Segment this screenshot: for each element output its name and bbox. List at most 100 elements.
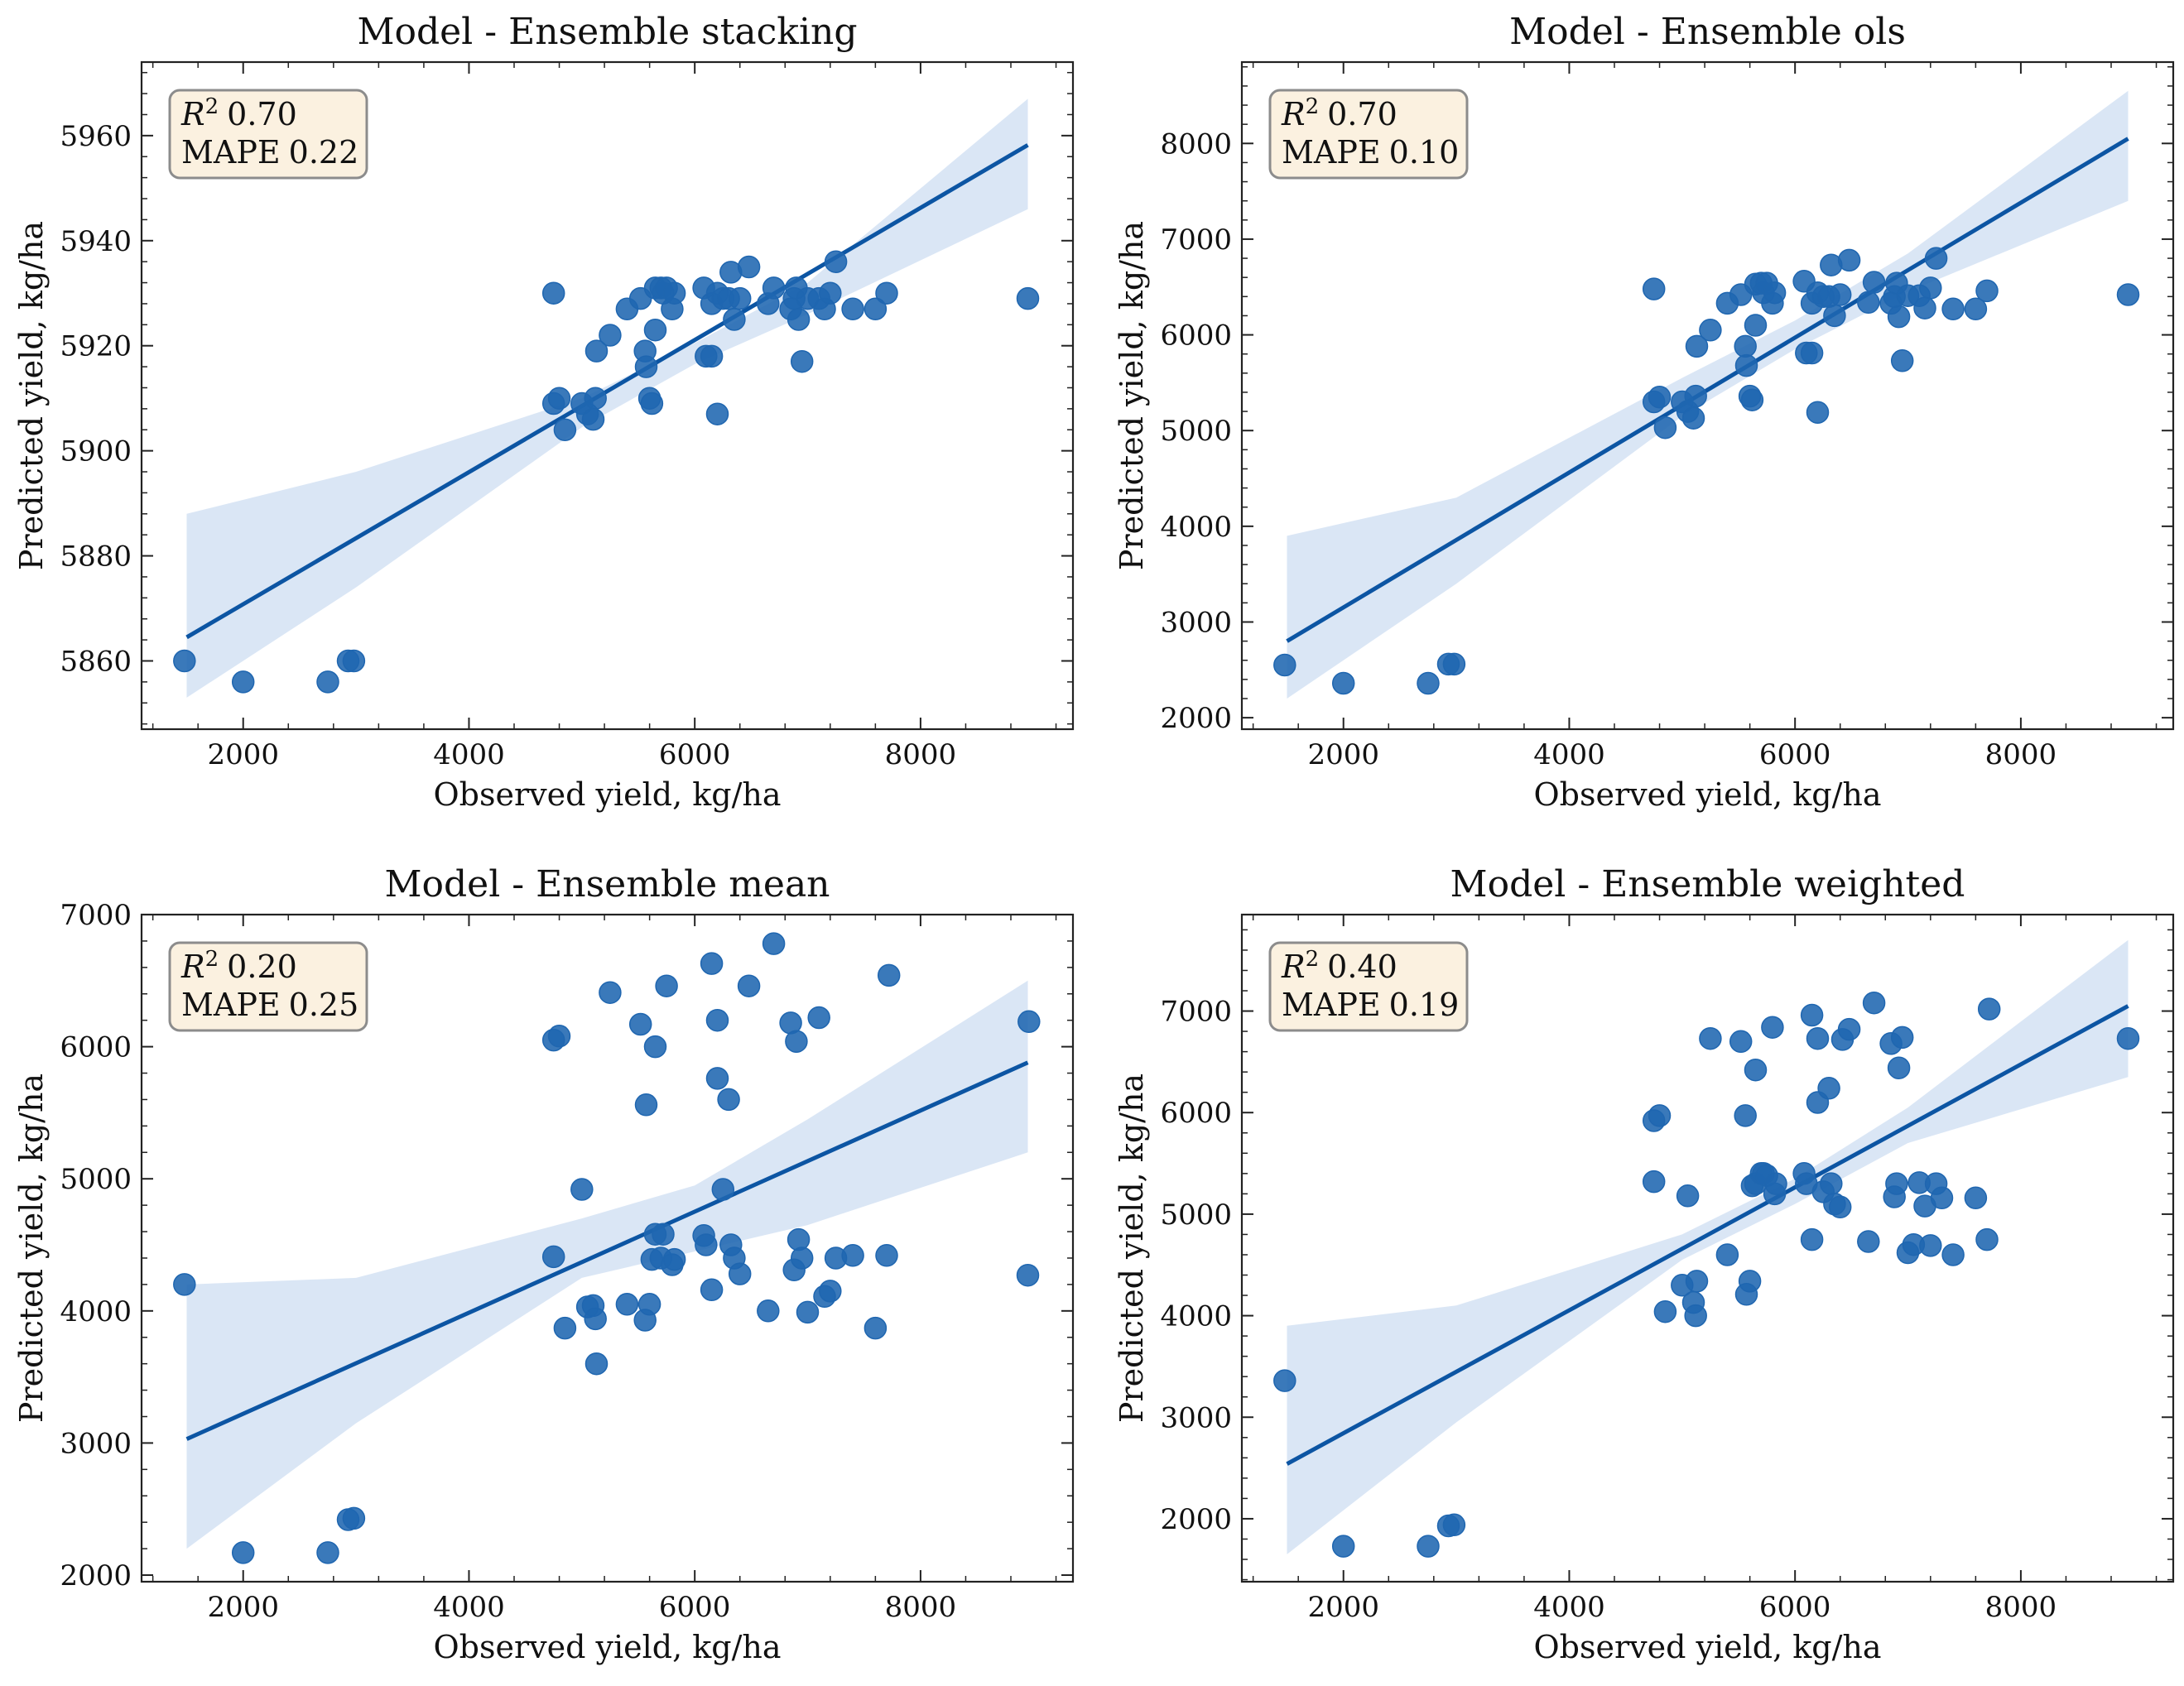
data-point (790, 1246, 814, 1270)
y-axis-label: Predicted yield, kg/ha (1114, 221, 1150, 570)
data-point (1273, 653, 1296, 677)
data-point (547, 1025, 571, 1048)
y-tick-label: 6000 (1160, 319, 1232, 353)
data-point (1919, 276, 1942, 300)
data-point (584, 1307, 607, 1331)
data-point (1828, 283, 1852, 306)
confidence-band (186, 980, 1028, 1549)
mape-value: 0.19 (1389, 987, 1460, 1023)
y-tick-label: 3000 (1160, 606, 1232, 639)
data-point (1919, 1234, 1942, 1257)
data-point (1744, 1058, 1768, 1082)
x-axis-label: Observed yield, kg/ha (433, 1629, 781, 1665)
data-point (1817, 1077, 1840, 1100)
x-tick-label: 6000 (659, 1591, 731, 1624)
data-point (640, 391, 664, 415)
data-point (1837, 1017, 1861, 1041)
y-tick-label: 6000 (60, 1031, 132, 1064)
y-tick-label: 5000 (60, 1163, 132, 1196)
mape-stat: MAPE 0.25 (181, 987, 358, 1023)
data-point (1016, 1263, 1040, 1287)
data-point (316, 1541, 339, 1564)
data-point (662, 281, 686, 305)
data-point (700, 1278, 724, 1302)
data-point (643, 1035, 667, 1059)
mape-label: MAPE (181, 987, 281, 1023)
regression-line (1286, 1004, 2129, 1466)
y-tick-label: 4000 (1160, 511, 1232, 544)
data-point (762, 932, 786, 955)
data-point (553, 1316, 577, 1340)
data-point (1642, 1170, 1666, 1194)
data-point (1685, 334, 1709, 358)
data-point (1442, 652, 1466, 676)
y-tick-label: 4000 (60, 1295, 132, 1328)
r2-stat: R2 0.70 (1281, 94, 1397, 132)
data-point (717, 1088, 740, 1112)
x-tick-label: 6000 (1759, 738, 1831, 771)
x-tick-label: 6000 (1759, 1591, 1831, 1624)
regression-line (1286, 137, 2129, 643)
data-point (1885, 1172, 1908, 1195)
data-point (1738, 1270, 1762, 1293)
data-point (655, 974, 678, 997)
data-point (1862, 271, 1886, 294)
r2-stat: R2 0.20 (180, 947, 297, 985)
data-point (787, 1227, 811, 1251)
data-point (662, 1247, 686, 1271)
data-point (1331, 1535, 1355, 1558)
data-point (1417, 671, 1440, 695)
data-point (2116, 283, 2140, 306)
subplot-ensemble-ols: 2000 4000 6000 8000 2000 3000 4000 5000 6000 7000… (1114, 11, 2175, 813)
confidence-band (1287, 90, 2129, 699)
stats-box (1268, 89, 1469, 180)
x-tick-label: 8000 (885, 1591, 957, 1624)
subplot-title: Model - Ensemble weighted (1450, 863, 1965, 905)
subplot-title: Model - Ensemble mean (384, 863, 830, 905)
data-point (570, 1178, 594, 1201)
data-point (1442, 1513, 1466, 1537)
data-point (1763, 281, 1787, 305)
data-point (1648, 385, 1672, 409)
r2-value: 0.20 (227, 949, 297, 985)
r2-superscript: 2 (205, 947, 219, 972)
data-point (1761, 1016, 1784, 1039)
data-point (1744, 314, 1768, 337)
data-point (637, 1293, 661, 1316)
data-point (1764, 1172, 1787, 1195)
x-tick-label: 6000 (659, 738, 731, 771)
data-point (1653, 1299, 1677, 1323)
data-point (553, 418, 577, 442)
data-point (723, 308, 746, 331)
subplot-title: Model - Ensemble stacking (357, 11, 857, 53)
y-tick-label: 5000 (1160, 415, 1232, 448)
x-axis-label: Observed yield, kg/ha (1533, 1629, 1881, 1665)
r2-label: R (1281, 949, 1306, 985)
data-point (1734, 353, 1758, 377)
y-tick-label: 5960 (60, 120, 132, 153)
stats-box (1268, 941, 1469, 1032)
stats-box (168, 89, 368, 180)
axes-frame (1240, 913, 2175, 1583)
data-point (173, 649, 196, 673)
data-point (877, 963, 901, 987)
data-point (1964, 297, 1988, 321)
regression-line (185, 143, 1029, 640)
x-tick-label: 8000 (1985, 738, 2057, 771)
data-point (231, 670, 255, 694)
data-point (1017, 1010, 1041, 1034)
data-point (819, 1280, 842, 1303)
data-point (1806, 1026, 1830, 1050)
data-point (584, 1352, 609, 1376)
data-point (790, 349, 814, 373)
r2-label: R (1281, 96, 1306, 132)
confidence-band (186, 98, 1028, 698)
data-point (1740, 388, 1764, 411)
y-tick-label: 5920 (60, 330, 132, 363)
x-axis-label: Observed yield, kg/ha (433, 776, 781, 813)
y-tick-label: 7000 (1160, 223, 1232, 257)
data-point (819, 281, 842, 305)
x-tick-label: 2000 (1307, 738, 1379, 771)
y-tick-label: 5900 (60, 435, 132, 468)
y-tick-label: 6000 (1160, 1097, 1232, 1130)
